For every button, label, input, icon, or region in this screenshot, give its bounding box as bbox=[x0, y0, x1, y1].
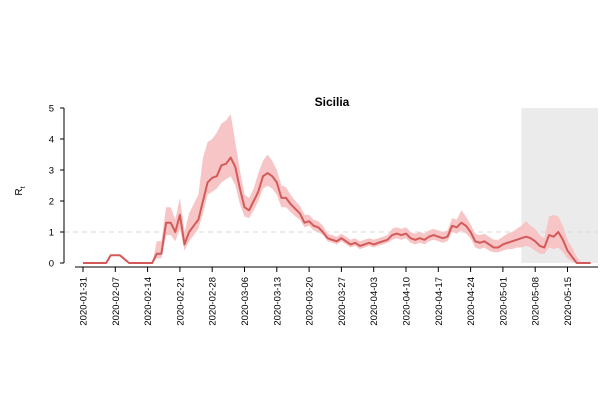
confidence-band-layer bbox=[83, 114, 591, 263]
x-tick-label-2020-03-13: 2020-03-13 bbox=[272, 277, 283, 326]
y-tick-label-2: 2 bbox=[49, 197, 54, 208]
x-tick-label-2020-03-27: 2020-03-27 bbox=[337, 277, 348, 326]
x-tick-label-2020-04-24: 2020-04-24 bbox=[466, 277, 477, 326]
rt-line-layer bbox=[83, 156, 591, 264]
x-tick-label-2020-02-21: 2020-02-21 bbox=[175, 277, 186, 326]
y-tick-label-1: 1 bbox=[49, 228, 54, 239]
x-tick-label-2020-02-28: 2020-02-28 bbox=[208, 277, 219, 326]
y-axis-label-subscript: t bbox=[20, 186, 27, 188]
x-tick-label-2020-05-08: 2020-05-08 bbox=[531, 277, 542, 326]
y-tick-label-3: 3 bbox=[49, 166, 54, 177]
x-tick-label-2020-04-10: 2020-04-10 bbox=[402, 277, 413, 326]
x-tick-label-2020-01-31: 2020-01-31 bbox=[79, 277, 90, 326]
x-tick-label-2020-05-01: 2020-05-01 bbox=[498, 277, 509, 326]
y-tick-label-5: 5 bbox=[49, 104, 54, 115]
x-tick-label-2020-02-07: 2020-02-07 bbox=[111, 277, 122, 326]
axes-layer: 0 1 2 3 4 5 2020-01-31 2020-02-07 2020-02-14 2020… bbox=[49, 104, 598, 326]
confidence-band bbox=[83, 114, 591, 263]
x-tick-label-2020-03-06: 2020-03-06 bbox=[240, 277, 251, 326]
y-tick-label-4: 4 bbox=[49, 135, 54, 146]
y-axis-label: Rt bbox=[14, 186, 27, 195]
x-tick-label-2020-03-20: 2020-03-20 bbox=[305, 277, 316, 326]
y-tick-label-0: 0 bbox=[49, 259, 54, 270]
chart-title: Sicilia bbox=[315, 95, 350, 109]
y-axis-label-main: R bbox=[14, 188, 25, 195]
x-tick-label-2020-05-15: 2020-05-15 bbox=[563, 277, 574, 326]
x-tick-label-2020-04-17: 2020-04-17 bbox=[434, 277, 445, 326]
x-tick-label-2020-02-14: 2020-02-14 bbox=[143, 277, 154, 326]
x-tick-label-2020-04-03: 2020-04-03 bbox=[369, 277, 380, 326]
rt-series-line bbox=[83, 156, 591, 264]
